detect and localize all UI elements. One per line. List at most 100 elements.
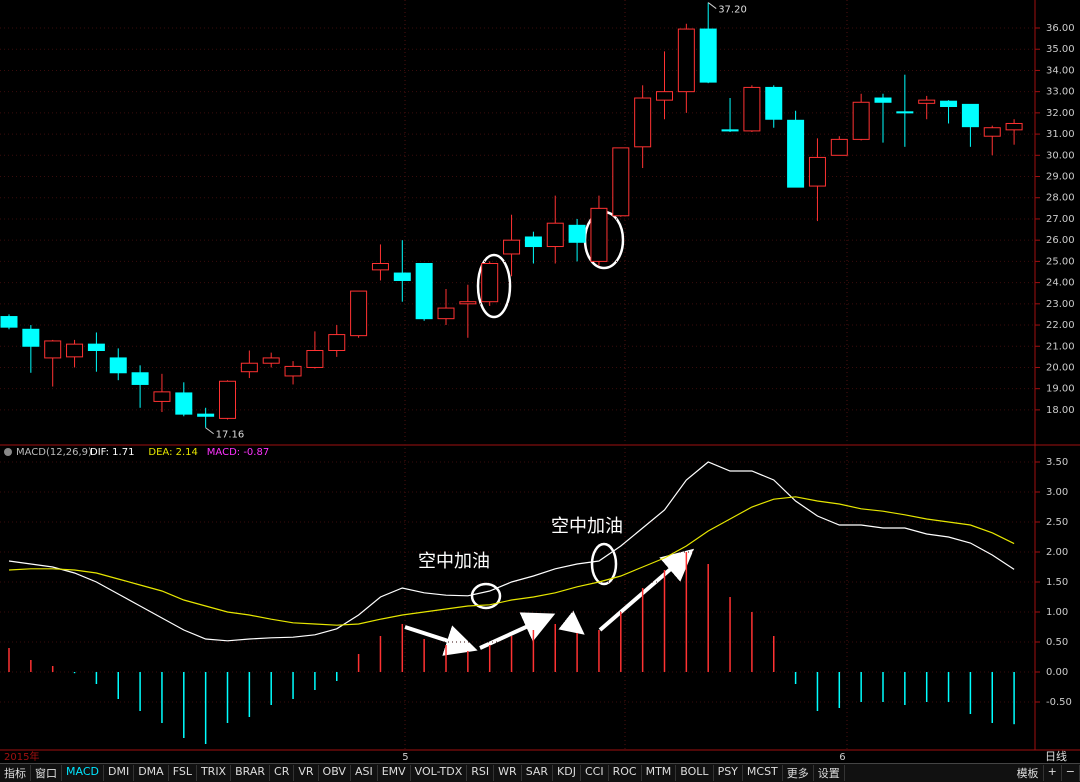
y-tick-label: 30.00 — [1046, 150, 1075, 161]
y-tick-label: -0.50 — [1046, 697, 1072, 708]
candle-body — [918, 99, 936, 104]
y-tick-label: 0.00 — [1046, 667, 1068, 678]
y-tick-label: 22.00 — [1046, 320, 1075, 331]
candle-body — [459, 301, 477, 305]
tab[interactable]: KDJ — [553, 765, 581, 781]
tab[interactable]: SAR — [522, 765, 554, 781]
tab[interactable]: VOL-TDX — [411, 765, 468, 781]
y-tick-label: 1.00 — [1046, 607, 1068, 618]
y-tick-label: 34.00 — [1046, 65, 1075, 76]
candle-body — [874, 97, 892, 103]
annotation: 空中加油 — [551, 516, 623, 537]
x-tick-label: 5 — [402, 752, 408, 763]
y-tick-label: 3.50 — [1046, 457, 1068, 468]
tab[interactable]: 窗口 — [31, 765, 62, 781]
tab[interactable]: 模板 — [1013, 765, 1044, 781]
tab[interactable]: PSY — [714, 765, 743, 781]
tab[interactable]: FSL — [169, 765, 197, 781]
candle-body — [852, 101, 870, 140]
candle-body — [109, 357, 127, 374]
candle-body — [0, 316, 18, 328]
candle-body — [830, 138, 848, 156]
candle-body — [44, 340, 62, 359]
tab[interactable]: DMI — [104, 765, 135, 781]
candle-body — [66, 343, 84, 358]
tab[interactable]: BRAR — [231, 765, 271, 781]
tab[interactable]: CR — [270, 765, 295, 781]
tab[interactable]: OBV — [319, 765, 351, 781]
tab[interactable]: DMA — [134, 765, 169, 781]
highlight-circle — [470, 582, 502, 610]
candle-body — [87, 343, 105, 351]
candle-body — [656, 91, 673, 101]
tab[interactable]: 设置 — [814, 765, 845, 781]
candle-body — [371, 263, 389, 271]
tab-list: 指标 窗口 MACD DMI DMA FSL TRIX BRAR CR VR OBV ASI EMV VO… — [0, 765, 1013, 781]
y-tick-label: 1.50 — [1046, 577, 1068, 588]
x-tick-label: 6 — [839, 752, 845, 763]
candle-body — [677, 28, 695, 93]
candle-body — [22, 328, 40, 347]
candle-body — [590, 207, 608, 262]
tab[interactable]: − — [1062, 765, 1080, 781]
chart: MACD(12,26,9) 日线 18.00 19.00 20.00 21.00 22.… — [0, 0, 1080, 763]
tab[interactable]: RSI — [467, 765, 495, 781]
tab[interactable]: ROC — [609, 765, 642, 781]
candle-body — [546, 222, 564, 248]
annotation: 空中加油 — [418, 551, 490, 572]
legend-entry: DIF: 1.71 — [90, 447, 134, 458]
candle-body — [393, 272, 411, 281]
tab[interactable]: MCST — [743, 765, 783, 781]
label-leader — [707, 2, 717, 9]
arrow — [558, 610, 585, 635]
candle-body — [524, 236, 542, 248]
candle-body — [240, 362, 258, 373]
candle-body — [961, 103, 979, 128]
arrow — [404, 625, 478, 656]
y-tick-label: 35.00 — [1046, 44, 1075, 55]
candle-body — [131, 372, 149, 385]
indicator-line — [8, 496, 1015, 626]
tab[interactable]: WR — [494, 765, 522, 781]
tab[interactable]: 更多 — [783, 765, 814, 781]
tab[interactable]: 指标 — [0, 765, 31, 781]
tab[interactable]: BOLL — [676, 765, 714, 781]
candle-body — [787, 119, 805, 188]
y-tick-label: 28.00 — [1046, 193, 1075, 204]
y-tick-label: 2.50 — [1046, 517, 1068, 528]
tab[interactable]: CCI — [581, 765, 609, 781]
toolbar: 指标 窗口 MACD DMI DMA FSL TRIX BRAR CR VR OBV ASI EMV VO… — [0, 763, 1080, 782]
label-leader — [205, 427, 214, 435]
tab[interactable]: EMV — [378, 765, 411, 781]
candle-body — [306, 349, 324, 368]
candle-body — [568, 224, 586, 243]
candle-body — [765, 86, 783, 120]
candle-body — [983, 127, 1001, 137]
tab[interactable]: MTM — [642, 765, 677, 781]
y-tick-label: 24.00 — [1046, 278, 1075, 289]
highlight-circle — [590, 542, 618, 586]
candle-body — [743, 86, 761, 132]
arrow — [598, 548, 695, 632]
indicator-line — [8, 461, 1015, 642]
tab[interactable]: VR — [294, 765, 319, 781]
indicator-name: MACD(12,26,9) — [16, 447, 92, 458]
tab[interactable]: TRIX — [197, 765, 232, 781]
candle-body — [284, 365, 302, 377]
y-tick-label: 19.00 — [1046, 384, 1075, 395]
candle-body — [503, 239, 521, 255]
tab[interactable]: + — [1044, 765, 1062, 781]
y-tick-label: 3.00 — [1046, 487, 1068, 498]
y-tick-label: 32.00 — [1046, 108, 1075, 119]
candle-body — [415, 263, 433, 320]
candle-body — [940, 100, 958, 108]
tab[interactable]: MACD — [62, 765, 104, 781]
tab[interactable]: ASI — [351, 765, 378, 781]
candle-body — [350, 290, 368, 337]
candle-body — [721, 129, 739, 132]
candle-body — [896, 111, 914, 114]
indicator-icon[interactable] — [4, 448, 12, 456]
legend-entry: DEA: 2.14 — [148, 447, 198, 458]
y-tick-label: 23.00 — [1046, 299, 1075, 310]
